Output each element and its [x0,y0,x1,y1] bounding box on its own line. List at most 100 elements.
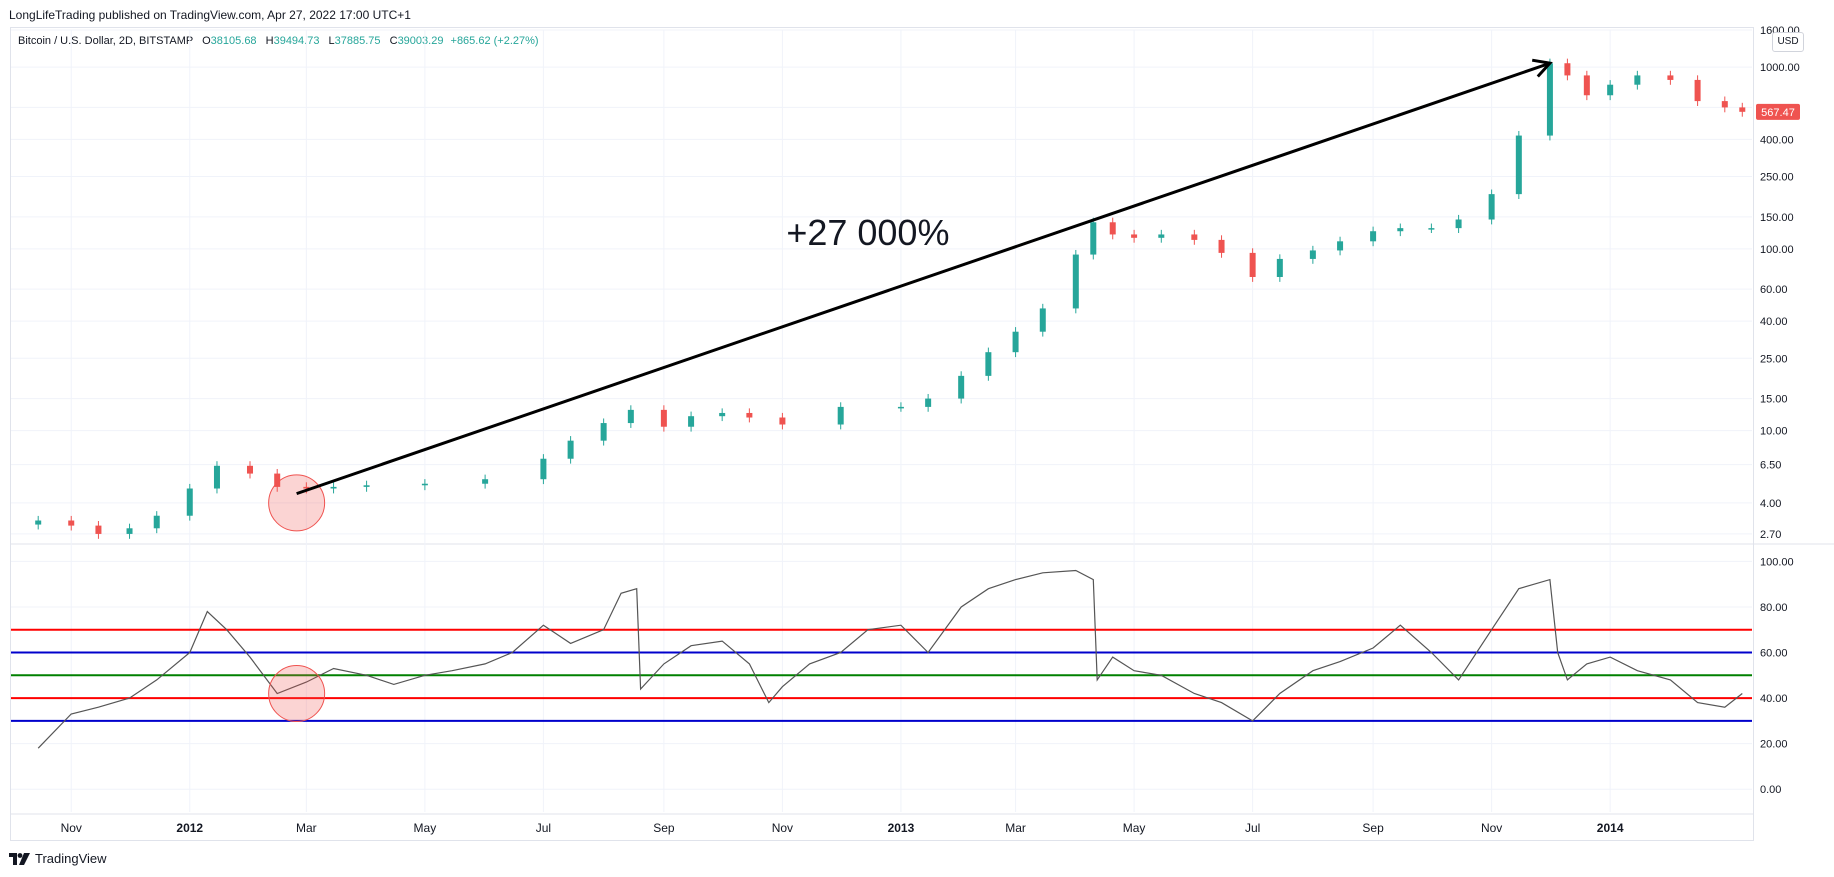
time-tick-label: Mar [296,821,317,835]
candle-body [1694,79,1701,102]
candle-body [746,412,753,418]
rsi-tick-label: 100.00 [1760,556,1794,568]
tradingview-logo[interactable]: TradingView [9,851,107,866]
candle [746,408,753,423]
candle [68,515,75,531]
candle [1739,102,1746,117]
close-value: 39003.29 [397,35,444,47]
time-tick-label: May [414,821,437,835]
candle-body [153,515,160,529]
candle [540,454,547,485]
candle [1564,58,1571,81]
candle-body [540,458,547,480]
candle [688,411,695,432]
candle-body [303,486,310,489]
high-value: 39494.73 [273,35,320,47]
candle [925,393,932,412]
candle-body [186,488,193,516]
time-tick-label: Nov [1481,821,1502,835]
time-tick-label: Mar [1005,821,1026,835]
candle-body [897,406,904,409]
candle [186,483,193,521]
candle-body [421,483,428,486]
candle-body [1072,254,1079,309]
rsi-highlight-circle [268,665,326,723]
candle-body [837,406,844,425]
open-label: O [202,35,211,47]
candle [1607,80,1614,101]
candle-body [1739,107,1746,112]
candle [660,405,667,432]
chart-frame [10,27,1754,841]
candle [1039,303,1046,337]
rsi-line [37,569,1743,749]
time-tick-label: Sep [653,821,675,835]
arrow-line [296,61,1551,496]
candle [1090,217,1097,260]
candle [213,461,220,494]
price-tick-label: 2.70 [1760,529,1781,541]
time-tick-label: 2012 [176,821,203,835]
candle-body [1109,222,1116,235]
open-value: 38105.68 [210,35,257,47]
candle [1218,235,1225,258]
candle-body [1012,331,1019,353]
candle [482,474,489,489]
gain-annotation-label: +27 000% [786,212,949,253]
candle-body [1249,252,1256,277]
rsi-tick-label: 60.00 [1760,648,1788,660]
candle-body [567,440,574,459]
candle-body [1337,241,1344,251]
symbol-name[interactable]: Bitcoin / U.S. Dollar, 2D, BITSTAMP [18,35,194,47]
candle-body [719,412,726,417]
time-tick-label: Nov [61,821,82,835]
candle-body [363,485,370,487]
candle [1276,254,1283,282]
candle [274,468,281,492]
candle [1694,75,1701,106]
time-tick-label: 2014 [1597,821,1624,835]
candle-body [1634,75,1641,85]
time-tick-label: 2013 [888,821,915,835]
price-tick-label: 60.00 [1760,284,1788,296]
low-label: L [328,35,335,47]
price-tick-label: 100.00 [1760,244,1794,256]
time-tick-label: Sep [1362,821,1384,835]
candle-body [35,520,42,525]
candle-body [246,465,253,474]
candle-body [1583,75,1590,96]
candle-body [1397,228,1404,232]
candle-body [1370,231,1377,242]
candle-body [600,423,607,441]
currency-badge[interactable]: USD [1772,32,1804,52]
candle [837,402,844,430]
candle [1109,217,1116,240]
candle [35,515,42,530]
candle [1370,226,1377,247]
candle [1397,223,1404,237]
candle [1634,70,1641,90]
last-price-label: 567.47 [1761,107,1795,119]
candle-body [1488,194,1495,220]
candle [1515,130,1522,200]
high-label: H [265,35,274,47]
candle [1072,249,1079,314]
candle [363,480,370,492]
candle-body [1218,239,1225,253]
price-highlight-circle [268,474,326,532]
rsi-line-layer [37,569,1743,749]
candle-body [1515,135,1522,195]
candle [985,347,992,381]
candle-body [1546,63,1553,136]
candle [246,461,253,479]
candle [1309,245,1316,264]
last-price-tag [1756,103,1800,120]
close-label: C [389,35,398,47]
candle-body [1131,234,1138,238]
candle [627,405,634,428]
candle-body [482,479,489,484]
candle-body [213,465,220,489]
candle-body [1455,219,1462,229]
candle [1546,58,1553,141]
